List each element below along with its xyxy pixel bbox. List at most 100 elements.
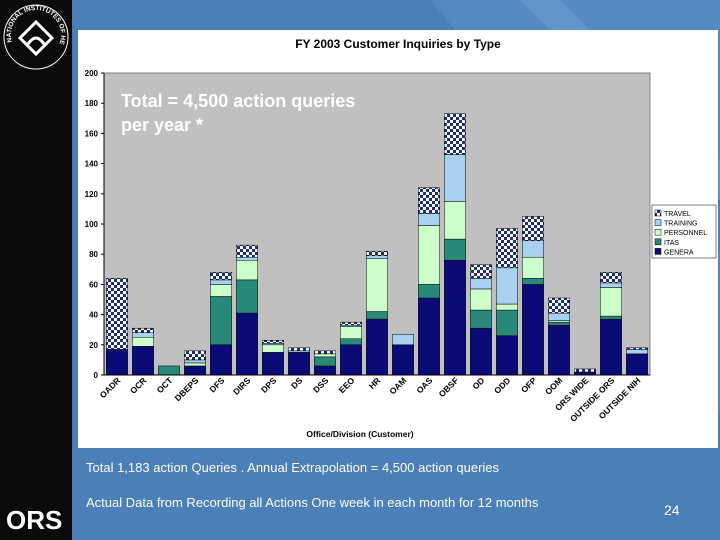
- legend-label: GENERA: [664, 249, 694, 256]
- x-tick-label: DSS: [311, 375, 331, 395]
- bar-segment-travel: [418, 187, 440, 214]
- bar-segment-travel: [132, 327, 154, 333]
- legend-label: ITAS: [664, 240, 679, 247]
- stacked-bar-chart: FY 2003 Customer Inquiries by Type 0 20 40…: [85, 37, 717, 439]
- bar-segment-personnel: [210, 284, 232, 297]
- bar-segment-itas: [366, 311, 388, 320]
- bar-segment-training: [132, 332, 154, 338]
- bar-segment-travel: [496, 228, 518, 269]
- legend-label: TRAINING: [664, 221, 697, 228]
- bar-segment-itas: [210, 296, 232, 346]
- x-tick-label: EEO: [337, 375, 357, 395]
- legend-swatch: [654, 248, 662, 255]
- y-tick-label: 60: [89, 280, 98, 289]
- bar-segment-travel: [314, 350, 336, 355]
- legend-swatch: [654, 238, 662, 246]
- bar-segment-personnel: [418, 225, 440, 285]
- bar-segment-genera: [288, 352, 310, 376]
- legend-label: PERSONNEL: [664, 230, 707, 237]
- bar-segment-itas: [522, 278, 544, 285]
- y-tick-label: 140: [85, 160, 99, 169]
- x-tick-label: OBSF: [437, 375, 461, 399]
- y-tick-label: 200: [85, 69, 99, 78]
- bar-segment-travel: [470, 264, 492, 279]
- page-number: 24: [664, 502, 680, 518]
- bar-segment-personnel: [600, 287, 622, 317]
- x-tick-label: HR: [367, 375, 383, 391]
- legend-swatch: [654, 209, 662, 217]
- bar-segment-itas: [496, 309, 518, 336]
- bar-segment-itas: [340, 338, 362, 346]
- x-tick-label: OADR: [98, 375, 123, 400]
- bar-segment-genera: [496, 335, 518, 376]
- bar-segment-travel: [106, 278, 128, 350]
- bar-segment-genera: [548, 324, 570, 376]
- x-tick-label: OFP: [519, 375, 539, 395]
- bar-segment-genera: [340, 344, 362, 376]
- bar-segment-itas: [600, 315, 622, 320]
- ors-logo: ORS: [6, 505, 62, 535]
- chart-annotation: Total = 4,500 action queries per year *: [121, 91, 356, 135]
- x-tick-label: OOM: [543, 375, 564, 396]
- chart-panel: FY 2003 Customer Inquiries by Type 0 20 40…: [78, 30, 718, 448]
- bar-segment-genera: [366, 318, 388, 376]
- bar-segment-itas: [548, 321, 570, 326]
- bar-segment-training: [210, 279, 232, 285]
- bar-segment-personnel: [366, 258, 388, 312]
- y-tick-label: 80: [89, 250, 98, 259]
- legend-box: [651, 204, 717, 259]
- bar-segment-training: [600, 282, 622, 288]
- y-tick-label: 20: [89, 341, 98, 350]
- bar-segment-genera: [106, 349, 128, 376]
- x-tick-label: OAS: [414, 375, 434, 395]
- legend: TRAVEL TRAINING PERSONNEL ITAS GENERA: [651, 204, 717, 259]
- bar-segment-training: [366, 255, 388, 259]
- bar-segment-travel: [548, 297, 570, 314]
- bar-segment-training: [444, 154, 466, 202]
- legend-label: TRAVEL: [664, 211, 691, 218]
- bar-segment-genera: [314, 365, 336, 376]
- bar-segment-itas: [158, 365, 180, 376]
- bar-segment-genera: [262, 352, 284, 376]
- bar-segment-travel: [340, 321, 362, 326]
- bar-segment-genera: [236, 312, 258, 376]
- y-tick-label: 160: [85, 129, 99, 138]
- bar-segment-training: [236, 256, 258, 261]
- bar-segment-personnel: [236, 259, 258, 281]
- x-tick-label: OCR: [128, 375, 148, 395]
- bar-segment-personnel: [496, 303, 518, 311]
- chart-title: FY 2003 Customer Inquiries by Type: [295, 37, 501, 51]
- bar-segment-genera: [210, 344, 232, 376]
- bar-segment-itas: [236, 279, 258, 314]
- bar-segment-travel: [522, 216, 544, 241]
- bar-segment-training: [626, 349, 648, 355]
- bar-segment-personnel: [470, 288, 492, 311]
- x-tick-label: OCT: [155, 375, 175, 395]
- bar-segment-genera: [392, 344, 414, 376]
- bar-segment-genera: [522, 284, 544, 376]
- bar-segment-personnel: [314, 353, 336, 358]
- x-tick-label: OD: [470, 375, 486, 391]
- bar-segment-training: [184, 359, 206, 364]
- y-tick-label: 40: [89, 311, 98, 320]
- y-tick-label: 180: [85, 99, 99, 108]
- bar-segment-travel: [626, 347, 648, 350]
- x-tick-label: DIRS: [231, 375, 253, 397]
- bar-segment-genera: [470, 327, 492, 376]
- bar-segment-travel: [262, 340, 284, 344]
- y-tick-label: 100: [85, 220, 99, 229]
- y-tick-label: 0: [94, 371, 99, 380]
- bar-segment-travel: [236, 244, 258, 258]
- x-axis-label: Office/Division (Customer): [306, 429, 413, 439]
- bar-segment-travel: [574, 368, 596, 373]
- bar-segment-training: [418, 213, 440, 226]
- nih-seal-logo: NATIONAL INSTITUTES OF HEALTH: [2, 2, 69, 70]
- legend-swatch: [654, 228, 662, 236]
- bar-segment-genera: [184, 365, 206, 376]
- x-tick-label: ODD: [492, 375, 512, 395]
- bar-segment-personnel: [132, 337, 154, 347]
- bar-segment-personnel: [340, 326, 362, 340]
- bar-segment-training: [392, 333, 414, 346]
- bar-segment-genera: [600, 318, 622, 376]
